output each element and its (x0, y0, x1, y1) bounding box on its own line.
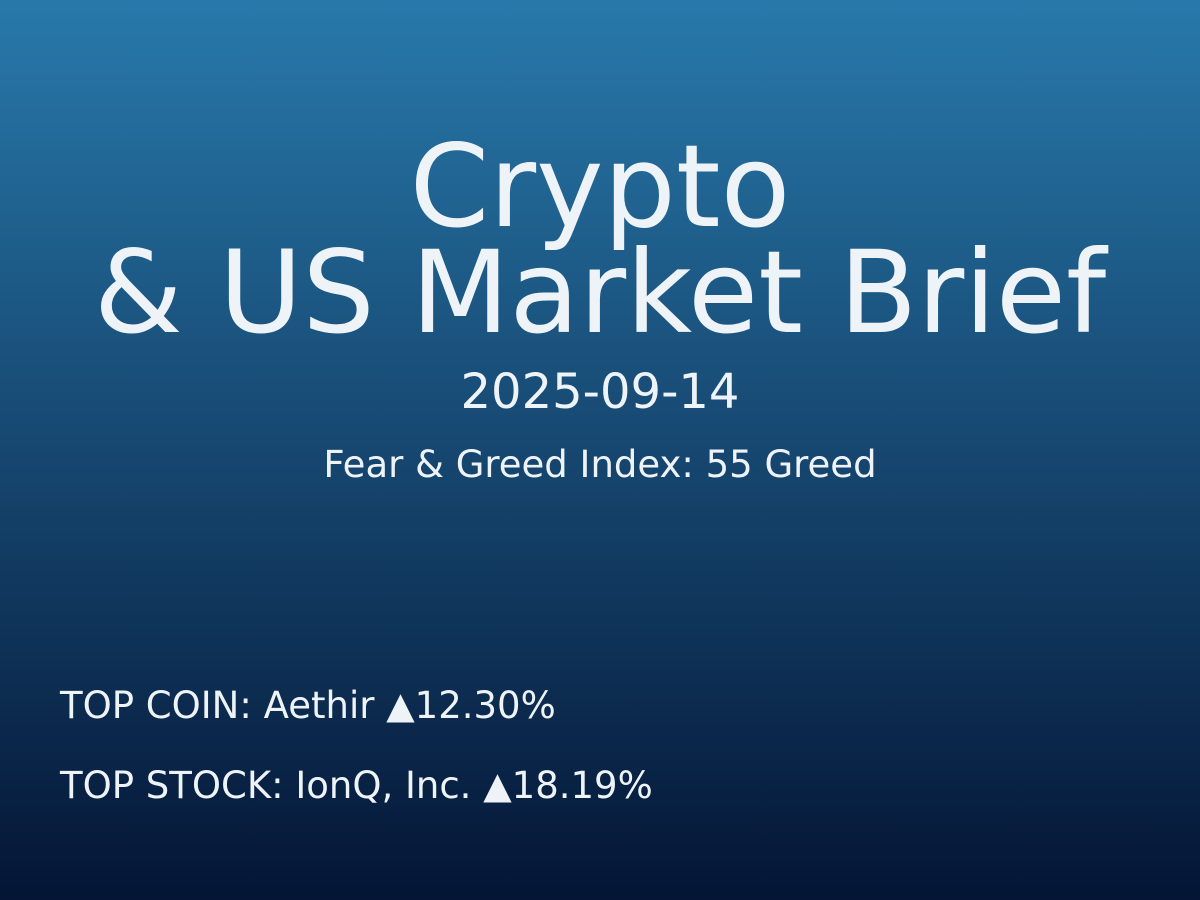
date: 2025-09-14 (461, 364, 740, 420)
top-coin: TOP COIN: Aethir ▲12.30% (59, 684, 556, 727)
title-line-1: Crypto (410, 120, 791, 253)
title-line-2: & US Market Brief (94, 226, 1109, 359)
top-stock: TOP STOCK: IonQ, Inc. ▲18.19% (59, 764, 653, 807)
fear-greed-index: Fear & Greed Index: 55 Greed (323, 443, 876, 486)
